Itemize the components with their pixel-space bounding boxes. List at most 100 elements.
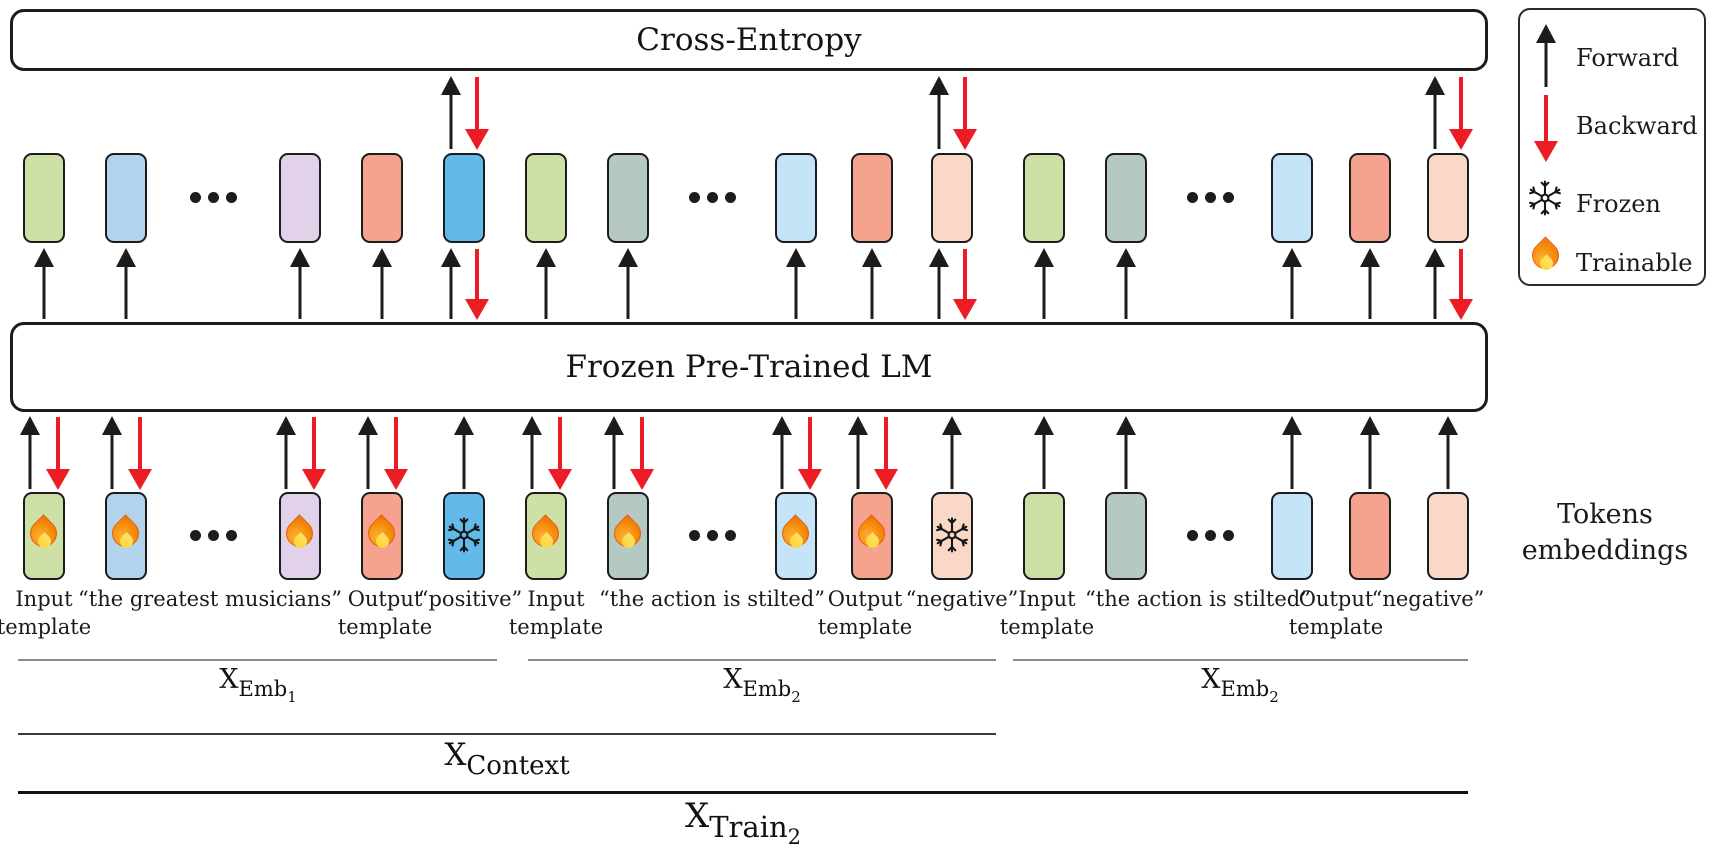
forward-arrow	[536, 248, 556, 320]
emb-label: XEmb2	[723, 664, 801, 706]
loss-forward-arrow	[1425, 76, 1445, 150]
backward-arrow	[384, 416, 408, 490]
backward-arrow	[630, 416, 654, 490]
loss-forward-arrow	[441, 76, 461, 150]
backward-arrow	[953, 248, 977, 320]
embedding-token	[105, 492, 147, 580]
embedding-token	[1105, 492, 1147, 580]
token-label: Output template	[1288, 587, 1384, 639]
forward-arrow	[786, 248, 806, 320]
flame-icon	[1526, 236, 1565, 276]
backward-arrow	[128, 416, 152, 490]
forward-arrow	[1438, 416, 1458, 490]
forward-arrow	[1360, 416, 1380, 490]
lm-output-token	[851, 153, 893, 243]
legend: Forward Backward Frozen Trainable	[1518, 8, 1706, 286]
forward-arrow	[942, 416, 962, 490]
embedding-token	[1271, 492, 1313, 580]
context-label: XContext	[444, 737, 570, 781]
token-label: “negative”	[1371, 587, 1485, 611]
forward-arrow	[1360, 248, 1380, 320]
forward-arrow	[20, 416, 40, 490]
lm-output-token	[279, 153, 321, 243]
backward-arrow	[874, 416, 898, 490]
forward-arrow	[862, 248, 882, 320]
lm-output-token	[23, 153, 65, 243]
legend-label-backward: Backward	[1576, 112, 1698, 140]
loss-forward-arrow	[929, 76, 949, 150]
embedding-token	[1349, 492, 1391, 580]
backward-arrow	[1449, 248, 1473, 320]
lm-output-token	[1105, 153, 1147, 243]
forward-arrow	[276, 416, 296, 490]
ellipsis-dots	[689, 530, 736, 541]
legend-label-trainable: Trainable	[1576, 249, 1693, 277]
ellipsis-dots	[190, 192, 237, 203]
forward-arrow	[618, 248, 638, 320]
token-label: Input template	[508, 587, 604, 639]
lm-output-token	[1023, 153, 1065, 243]
forward-arrow	[1282, 248, 1302, 320]
embedding-token	[1023, 492, 1065, 580]
token-label: “the action is stilted”	[599, 587, 825, 611]
forward-arrow	[441, 248, 461, 320]
flame-icon	[24, 514, 63, 554]
forward-arrow	[1116, 416, 1136, 490]
cross-entropy-box: Cross-Entropy	[10, 9, 1488, 71]
flame-icon	[106, 514, 145, 554]
emb-label: XEmb1	[219, 664, 297, 706]
lm-output-token	[1349, 153, 1391, 243]
flame-icon	[526, 514, 565, 554]
forward-arrow	[1116, 248, 1136, 320]
lm-output-token	[775, 153, 817, 243]
forward-arrow	[290, 248, 310, 320]
frozen-lm-box: Frozen Pre-Trained LM	[10, 322, 1488, 412]
forward-arrow	[34, 248, 54, 320]
token-label: Output template	[337, 587, 433, 639]
flame-icon	[852, 514, 891, 554]
lm-output-token	[1427, 153, 1469, 243]
loss-backward-arrow	[465, 76, 489, 150]
train-label: XTrain2	[684, 796, 802, 849]
cross-entropy-title: Cross-Entropy	[636, 22, 862, 58]
backward-arrow	[798, 416, 822, 490]
token-label: “negative”	[905, 587, 1019, 611]
forward-arrow	[604, 416, 624, 490]
embedding-token	[851, 492, 893, 580]
flame-icon	[608, 514, 647, 554]
snowflake-icon	[1527, 180, 1563, 216]
forward-arrow	[1425, 248, 1445, 320]
ellipsis-dots	[190, 530, 237, 541]
backward-arrow	[46, 416, 70, 490]
ellipsis-dots	[1187, 530, 1234, 541]
embedding-token	[279, 492, 321, 580]
lm-output-token	[443, 153, 485, 243]
backward-arrow	[465, 248, 489, 320]
embedding-token	[1427, 492, 1469, 580]
frozen-lm-title: Frozen Pre-Trained LM	[565, 349, 933, 385]
legend-label-frozen: Frozen	[1576, 190, 1661, 218]
flame-icon	[776, 514, 815, 554]
embedding-token	[607, 492, 649, 580]
embedding-token	[775, 492, 817, 580]
embedding-token	[443, 492, 485, 580]
lm-output-token	[607, 153, 649, 243]
embedding-token	[525, 492, 567, 580]
forward-arrow	[772, 416, 792, 490]
flame-icon	[362, 514, 401, 554]
lm-output-token	[1271, 153, 1313, 243]
token-label: “positive”	[417, 587, 523, 611]
emb-underline	[18, 659, 497, 661]
lm-output-token	[525, 153, 567, 243]
loss-backward-arrow	[1449, 76, 1473, 150]
tokens-embeddings-label: Tokens embeddings	[1521, 499, 1689, 567]
ellipsis-dots	[1187, 192, 1234, 203]
token-label: Input template	[0, 587, 92, 639]
backward-arrow	[548, 416, 572, 490]
forward-arrow	[102, 416, 122, 490]
token-label: Input template	[999, 587, 1095, 639]
forward-arrow-icon	[1536, 24, 1556, 88]
token-label: “the greatest musicians”	[78, 587, 342, 611]
forward-arrow	[454, 416, 474, 490]
